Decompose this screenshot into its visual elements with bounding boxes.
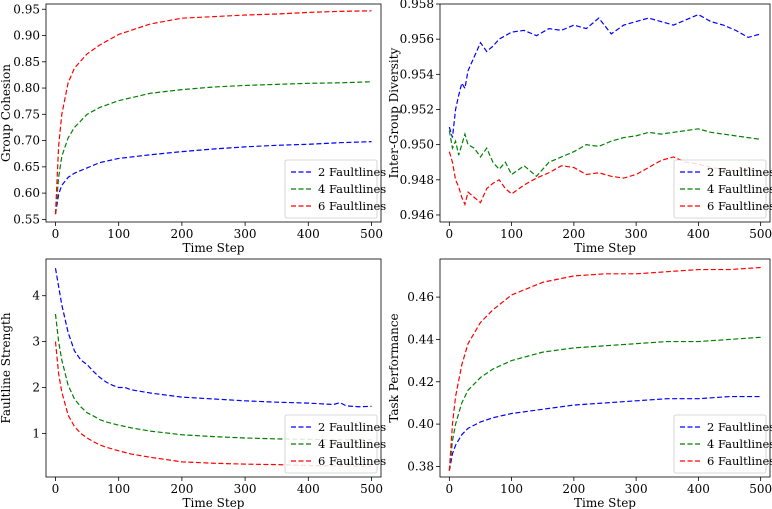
legend: 2 Faultlines 4 Faultlines 6 Faultlines: [673, 159, 772, 219]
legend-label-2-faultlines: 2 Faultlines: [707, 165, 772, 179]
x-tick-label: 500: [360, 227, 383, 241]
y-tick-label: 0.42: [407, 375, 434, 389]
y-tick-label: 0.956: [400, 32, 434, 46]
x-tick-label: 100: [107, 227, 130, 241]
axes-frame: [439, 3, 771, 223]
x-tick-label: 300: [234, 227, 257, 241]
series-line-4-faultlines: [448, 336, 761, 471]
x-tick-label: 200: [170, 227, 193, 241]
subplot-inter-group-diversity: 0 100 200 300 400 500 0.946 0.948 0.950 0.952 0.95…: [387, 0, 772, 255]
x-tick-label: 100: [107, 482, 130, 496]
series-line-4-faultlines: [54, 81, 372, 215]
legend-label-6-faultlines: 6 Faultlines: [707, 199, 772, 213]
legend-box: [673, 414, 767, 474]
x-tick-label: 400: [687, 482, 710, 496]
x-axis-label: Time Step: [574, 496, 636, 509]
y-tick-label: 0.38: [407, 459, 434, 473]
x-tick-label: 300: [234, 482, 257, 496]
y-tick-label: 2: [32, 381, 40, 395]
axes-frame: [45, 258, 382, 478]
legend-label-4-faultlines: 4 Faultlines: [318, 437, 386, 451]
x-tick-label: 500: [749, 227, 772, 241]
legend-label-6-faultlines: 6 Faultlines: [318, 199, 386, 213]
series-line-2-faultlines: [448, 13, 761, 138]
y-tick-label: 0.75: [13, 107, 40, 121]
legend-label-6-faultlines: 6 Faultlines: [318, 454, 386, 468]
axes-frame: [45, 3, 382, 223]
y-tick-label: 0.952: [400, 102, 434, 116]
y-axis-label: Faultline Strength: [0, 312, 13, 423]
y-tick-label: 0.65: [13, 160, 40, 174]
legend-label-6-faultlines: 6 Faultlines: [707, 454, 772, 468]
x-axis-label: Time Step: [183, 241, 245, 255]
y-tick-label: 0.954: [400, 67, 435, 81]
y-axis-label: Group Cohesion: [0, 64, 13, 162]
y-tick-label: 0.44: [407, 332, 434, 346]
x-tick-label: 200: [170, 482, 193, 496]
x-tick-label: 400: [687, 227, 710, 241]
y-tick-label: 0.946: [400, 208, 434, 222]
y-tick-label: 4: [32, 289, 40, 303]
x-tick-label: 400: [297, 227, 320, 241]
y-tick-label: 0.46: [407, 290, 434, 304]
x-tick-label: 400: [297, 482, 320, 496]
x-axis-label: Time Step: [574, 241, 636, 255]
y-tick-label: 0.948: [400, 173, 434, 187]
legend: 2 Faultlines 4 Faultlines 6 Faultlines: [673, 414, 772, 474]
x-tick-label: 0: [446, 227, 454, 241]
legend-label-2-faultlines: 2 Faultlines: [318, 420, 386, 434]
series-line-4-faultlines: [54, 314, 372, 441]
legend-label-2-faultlines: 2 Faultlines: [707, 420, 772, 434]
series-line-6-faultlines: [54, 341, 372, 468]
x-tick-label: 500: [360, 482, 383, 496]
series-line-6-faultlines: [54, 10, 372, 215]
x-tick-label: 300: [625, 482, 648, 496]
y-tick-label: 0.80: [13, 81, 40, 95]
series-line-2-faultlines: [54, 141, 372, 215]
y-tick-label: 1: [32, 426, 40, 440]
y-tick-label: 0.40: [407, 417, 434, 431]
series-line-6-faultlines: [448, 266, 761, 471]
legend-label-4-faultlines: 4 Faultlines: [318, 182, 386, 196]
subplot-faultline-strength: 0 100 200 300 400 500 1 2 3 4 Time Step Faultline S…: [0, 258, 386, 509]
series-line-4-faultlines: [448, 128, 761, 178]
x-tick-label: 100: [500, 482, 523, 496]
x-tick-label: 0: [52, 227, 60, 241]
subplot-group-cohesion: 0 100 200 300 400 500 0.55 0.60 0.65 0.70 0.75 0.80…: [0, 2, 386, 255]
y-tick-label: 0.90: [13, 29, 40, 43]
series-line-2-faultlines: [448, 395, 761, 471]
y-axis-label: Task Performance: [387, 313, 401, 422]
x-tick-label: 0: [52, 482, 60, 496]
y-tick-label: 0.85: [13, 55, 40, 69]
x-tick-label: 200: [562, 227, 585, 241]
y-tick-label: 0.70: [13, 134, 40, 148]
x-tick-label: 300: [625, 227, 648, 241]
legend: 2 Faultlines 4 Faultlines 6 Faultlines: [284, 414, 386, 474]
series-line-2-faultlines: [54, 268, 372, 408]
y-tick-label: 0.950: [400, 138, 434, 152]
y-axis-label: Inter-Group Diversity: [387, 47, 401, 178]
y-tick-label: 0.958: [400, 0, 434, 11]
y-tick-label: 0.60: [13, 186, 40, 200]
legend-box: [673, 159, 767, 219]
x-tick-label: 200: [562, 482, 585, 496]
x-tick-label: 0: [446, 482, 454, 496]
x-axis-label: Time Step: [183, 496, 245, 509]
x-tick-label: 500: [749, 482, 772, 496]
legend-label-2-faultlines: 2 Faultlines: [318, 165, 386, 179]
legend: 2 Faultlines 4 Faultlines 6 Faultlines: [284, 159, 386, 219]
legend-label-4-faultlines: 4 Faultlines: [707, 437, 772, 451]
legend-box: [284, 159, 378, 219]
y-tick-label: 0.95: [13, 2, 40, 16]
x-tick-label: 100: [500, 227, 523, 241]
subplot-task-performance: 0 100 200 300 400 500 0.38 0.40 0.42 0.44 0.46 Time…: [387, 258, 772, 509]
y-tick-label: 3: [32, 335, 40, 349]
legend-box: [284, 414, 378, 474]
y-tick-label: 0.55: [13, 212, 40, 226]
axes-frame: [439, 258, 771, 478]
legend-label-4-faultlines: 4 Faultlines: [707, 182, 772, 196]
